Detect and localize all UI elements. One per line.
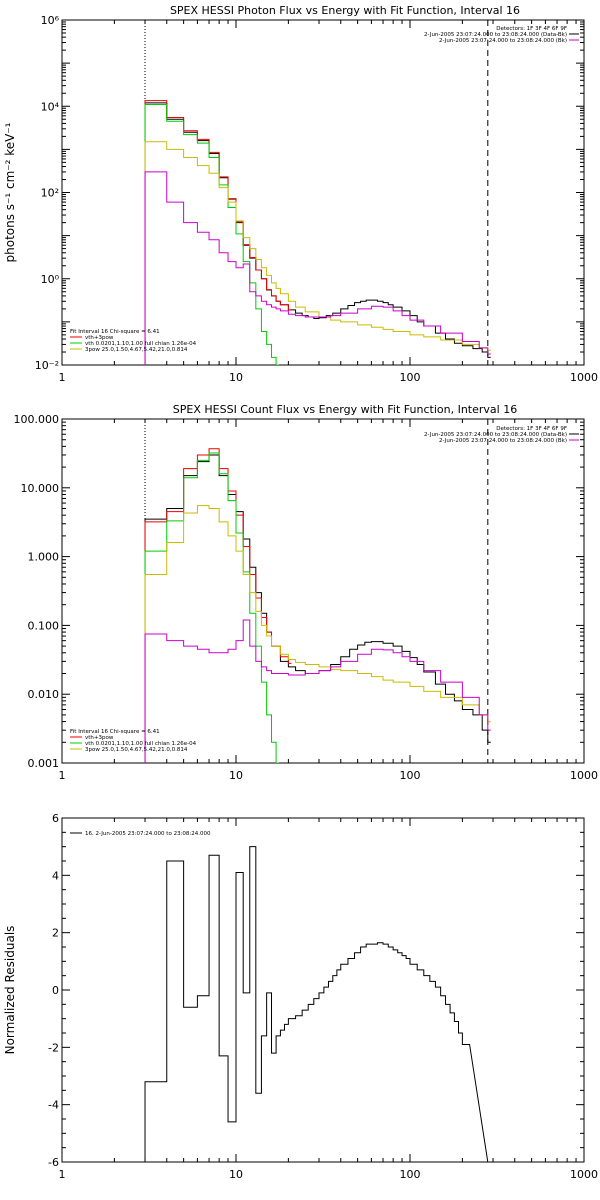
x-tick-label: 1000: [570, 371, 598, 384]
legend-entry: vth+3pow: [85, 735, 114, 741]
legend-entry: 2-Jun-2005 23:07:24.000 to 23:08:24.000 …: [439, 38, 567, 44]
x-tick-label: 100: [400, 1168, 421, 1181]
residuals-panel: 1 10 100 1000 -6 -4 -2 0 2 4 6 Normalized Residuals…: [3, 812, 598, 1181]
legend-entry: 3pow 25.0,1.50,4.67,5.42,21.0,0.814: [85, 747, 188, 753]
y-tick-label: 4: [52, 869, 59, 882]
y-tick-label: 1.000: [28, 551, 60, 564]
legend-entry: 2-Jun-2005 23:07:24.000 to 23:08:24.000 …: [439, 438, 567, 444]
legend-entry: Fit Interval 16 Chi-square = 6.41: [70, 729, 160, 735]
plot-frame: [61, 19, 585, 366]
y-tick-label: 0.100: [28, 619, 60, 632]
plot-frame: [61, 817, 585, 1163]
y-tick-label: -2: [48, 1041, 59, 1054]
series-line-1: [144, 448, 292, 763]
series-line-1: [144, 100, 292, 365]
legend-entry: 16. 2-Jun-2005 23:07:24.000 to 23:08:24.…: [85, 831, 211, 837]
y-tick-label: 10.000: [21, 482, 60, 495]
x-tick-label: 1: [59, 371, 66, 384]
series-line-4: [144, 619, 491, 763]
photon-flux-panel: SPEX HESSI Photon Flux vs Energy with Fi…: [3, 4, 598, 384]
y-tick-label: -4: [48, 1099, 59, 1112]
series-line-0: [144, 846, 489, 1162]
y-tick-label: 100.000: [14, 413, 60, 426]
y-axis-label: photons s⁻¹ cm⁻² keV⁻¹: [3, 122, 17, 262]
series-line-0: [144, 454, 491, 763]
chart-title: SPEX HESSI Photon Flux vs Energy with Fi…: [170, 4, 520, 17]
series-group: [144, 100, 491, 365]
y-tick-label: 0.001: [28, 757, 60, 770]
x-tick-label: 10: [229, 371, 243, 384]
series-group: [144, 448, 491, 763]
x-tick-label: 100: [400, 371, 421, 384]
legend-entry: vth+3pow: [85, 335, 114, 341]
x-tick-label: 1000: [570, 1168, 598, 1181]
legend-entry: Fit Interval 16 Chi-square = 6.41: [70, 329, 160, 335]
series-line-4: [144, 171, 491, 365]
y-tick-label: 6: [52, 812, 59, 825]
y-tick-label: 2: [52, 927, 59, 940]
series-line-3: [144, 141, 491, 365]
series-line-2: [144, 452, 280, 763]
x-tick-label: 10: [229, 769, 243, 782]
x-tick-label: 10: [229, 1168, 243, 1181]
y-tick-label: 10²: [41, 187, 59, 200]
y-axis-label: Normalized Residuals: [3, 926, 17, 1055]
x-tick-label: 1: [59, 1168, 66, 1181]
legend-entry: Detectors: 1F 3F 4F 6F 9F: [496, 26, 567, 32]
y-tick-label: -6: [48, 1156, 59, 1169]
x-tick-label: 1000: [570, 769, 598, 782]
legend-entry: vth 0.0201,1.10,1.00 full chian 1.26e-04: [85, 741, 197, 747]
plot-frame: [61, 418, 585, 764]
y-tick-label: 10⁴: [41, 100, 60, 113]
legend-entry: vth 0.0201,1.10,1.00 full chian 1.26e-04: [85, 341, 197, 347]
y-tick-label: 10⁰: [41, 273, 60, 286]
legend-entry: 2-Jun-2005 23:07:24.000 to 23:08:24.000 …: [424, 432, 567, 438]
y-tick-label: 10⁶: [41, 14, 60, 27]
x-tick-label: 100: [400, 769, 421, 782]
y-tick-label: 10⁻²: [35, 359, 59, 372]
series-line-3: [144, 505, 491, 763]
chart-title: SPEX HESSI Count Flux vs Energy with Fit…: [173, 403, 517, 416]
legend-entry: Detectors: 1F 3F 4F 6F 9F: [496, 426, 567, 432]
legend-entry: 3pow 25.0,1.50,4.67,5.42,21.0,0.814: [85, 347, 188, 353]
count-flux-panel: SPEX HESSI Count Flux vs Energy with Fit…: [14, 403, 599, 782]
series-line-2: [144, 103, 280, 365]
legend-entry: 2-Jun-2005 23:07:24.000 to 23:08:24.000 …: [424, 32, 567, 38]
y-tick-label: 0: [52, 984, 59, 997]
series-group: [144, 846, 489, 1162]
x-tick-label: 1: [59, 769, 66, 782]
y-tick-label: 0.010: [28, 688, 60, 701]
